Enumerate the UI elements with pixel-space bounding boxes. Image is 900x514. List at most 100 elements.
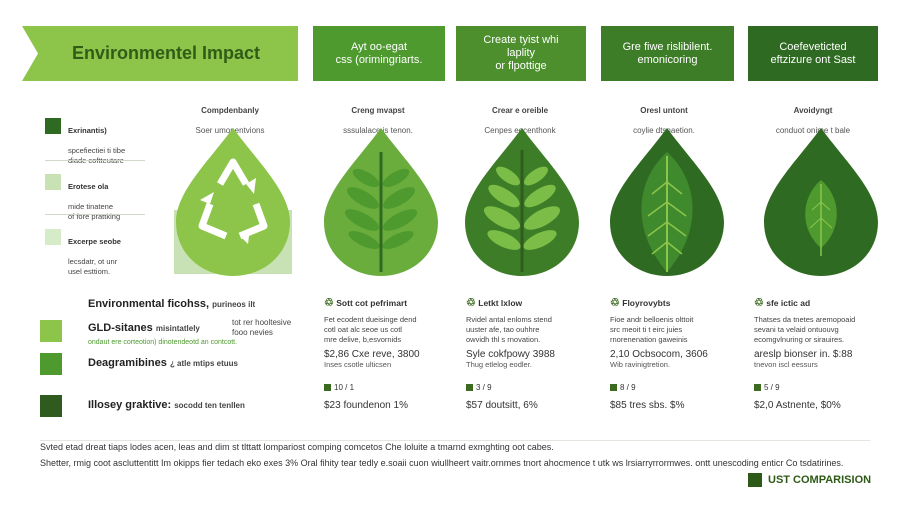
legend-item-3: Excerpe seobe lecsdatr, ot unr usel estt… — [68, 227, 121, 277]
column-2-head: ♲ Letkt lxlow — [466, 296, 596, 309]
column-2-count-text: 3 / 9 — [476, 383, 492, 392]
column-4-head-text: sfe ictic ad — [766, 298, 811, 308]
subhead-1-title: Compdenbanly — [201, 106, 259, 115]
row-1-sub: misintatlely — [155, 324, 200, 333]
column-4-price-sub: tnevon iscl eessurs — [754, 360, 818, 369]
row-3-swatch — [40, 395, 62, 417]
column-3-count: 8 / 9 — [610, 383, 740, 392]
comparison-badge-text: UST COMPARISION — [768, 474, 872, 486]
subhead-2-title: Creng mvapst — [351, 106, 405, 115]
legend-divider — [45, 160, 145, 161]
subhead-5-text: conduot onime t bale — [775, 126, 851, 135]
fern-drop-icon — [324, 128, 438, 276]
row-1-title: GLD-sitanes — [88, 322, 153, 334]
column-4-text: Thatses da tnetes aremopoaid sevani ta v… — [754, 315, 856, 344]
column-3-price-sub: Wib ravinigtretion. — [610, 360, 671, 369]
subhead-3-text: Cenpes eocenthonk — [484, 126, 556, 135]
row-3-sub: socodd ten tenllen — [174, 401, 245, 410]
leaf-outline-drop-icon — [610, 128, 724, 276]
row-1-swatch — [40, 320, 62, 342]
subhead-2-text: sssulalace is tenon. — [343, 126, 413, 135]
legend-item-1: Exrinantis) spcefiectiei ti tibe diade c… — [68, 116, 125, 166]
column-1-details: ♲ Sott cot pefrimart Fet ecodent dueisin… — [324, 296, 454, 411]
small-leaf-drop-icon — [764, 128, 878, 276]
column-header-1: Ayt oo-egat css (orimingriarts. — [313, 26, 445, 81]
row-1-note: tot rer hooltesive fooo nevies — [232, 318, 292, 337]
recycle-small-icon: ♲ — [324, 297, 334, 309]
subhead-3-title: Crear e oreible — [491, 106, 549, 115]
column-4-foot: $2,0 Astnente, $0% — [754, 400, 841, 411]
row-1-extra: ondaut ere corteotion) dinotendeotd an c… — [88, 339, 238, 346]
row-2-swatch — [40, 353, 62, 375]
subhead-5-title: Avoidyngt — [793, 106, 833, 115]
column-4-head: ♲ sfe ictic ad — [754, 296, 884, 309]
leaf-drop-icon — [465, 128, 579, 276]
subhead-4-text: coylie dtsnaetion. — [633, 126, 695, 135]
column-header-3-text: Gre fiwe rislibilent. emonicoring — [622, 40, 713, 66]
legend-swatch-3 — [45, 229, 61, 245]
row-2-title: Deagramibines — [88, 357, 167, 369]
row-3-title: Illosey graktive: — [88, 399, 172, 411]
column-3-head: ♲ Floyrovybts — [610, 296, 740, 309]
column-2-price: Syle cokfpowy 3988 — [466, 349, 555, 360]
page-title: Environmentel Impact — [72, 43, 261, 63]
column-2-count: 3 / 9 — [466, 383, 596, 392]
subhead-2: Creng mvapst sssulalace is tenon. — [318, 96, 438, 136]
legend-item-2-text: mide tinatene of fore prattking — [68, 202, 121, 221]
legend-item-3-text: lecsdatr, ot unr usel esttiom. — [68, 257, 118, 276]
column-1-count: 10 / 1 — [324, 383, 454, 392]
row-main-title: Environmental ficohss, — [88, 298, 210, 310]
count-square-icon — [610, 384, 617, 392]
column-2-foot: $57 doutsitt, 6% — [466, 400, 538, 411]
column-3-head-text: Floyrovybts — [622, 298, 671, 308]
count-square-icon — [466, 384, 473, 392]
legend-item-2: Erotese ola mide tinatene of fore prattk… — [68, 172, 120, 222]
legend-swatch-1 — [45, 118, 61, 134]
row-3-label: Illosey graktive: socodd ten tenllen — [88, 399, 245, 411]
legend-item-1-text: spcefiectiei ti tibe diade coftteutare — [68, 146, 126, 165]
column-3-details: ♲ Floyrovybts Fioe andr belloenis olttoi… — [610, 296, 740, 411]
column-2-head-text: Letkt lxlow — [478, 298, 523, 308]
row-main-sub: purineos ilt — [212, 300, 256, 309]
subhead-4-title: Oresl untont — [640, 106, 688, 115]
column-4-details: ♲ sfe ictic ad Thatses da tnetes aremopo… — [754, 296, 884, 411]
column-2-text: Rvidel antal enloms stend uuster afe, ta… — [466, 315, 552, 344]
count-square-icon — [754, 384, 761, 392]
column-2-price-sub: Thug etlelog eodler. — [466, 360, 532, 369]
subhead-4: Oresl untont coylie dtsnaetion. — [604, 96, 724, 136]
column-2-details: ♲ Letkt lxlow Rvidel antal enloms stend … — [466, 296, 596, 411]
column-3-count-text: 8 / 9 — [620, 383, 636, 392]
comparison-badge: UST COMPARISION — [748, 472, 871, 488]
subhead-5: Avoidyngt conduot onime t bale — [748, 96, 878, 136]
row-main-label: Environmental ficohss, purineos ilt — [88, 298, 255, 310]
footer-note-2: Shetter, rmig coot ascluttentitt Im okip… — [40, 458, 844, 468]
recycle-small-icon: ♲ — [610, 297, 620, 309]
column-header-2-text: Create tyist whi laplity or flpottige — [483, 34, 559, 72]
footer-note-1: Svted etad dreat tiaps lodes acen, leas … — [40, 442, 554, 452]
column-1-foot: $23 foundenon 1% — [324, 400, 408, 411]
footer-divider — [40, 440, 870, 441]
subhead-3: Crear e oreible Cenpes eocenthonk — [460, 96, 580, 136]
subhead-1: Compdenbanly Soer umonentvions — [170, 96, 290, 136]
column-header-4-text: Coefeveticted eftzizure ont Sast — [770, 40, 856, 66]
title-banner: Environmentel Impact — [22, 26, 298, 81]
column-4-count-text: 5 / 9 — [764, 383, 780, 392]
recycle-small-icon: ♲ — [754, 297, 764, 309]
column-4-price: areslp bionser in. $:88 — [754, 349, 853, 360]
row-2-label: Deagramibines ¿ atle mtips etuus — [88, 357, 238, 369]
row-2-sub: ¿ atle mtips etuus — [169, 359, 238, 368]
legend-item-3-title: Excerpe seobe — [68, 237, 121, 246]
subhead-1-text: Soer umonentvions — [195, 126, 265, 135]
column-3-text: Fioe andr belloenis olttoit src meoit ti… — [610, 315, 694, 344]
column-1-head-text: Sott cot pefrimart — [336, 298, 408, 308]
column-3-price: 2,10 Ocbsocom, 3606 — [610, 349, 708, 360]
column-3-foot: $85 tres sbs. $% — [610, 400, 685, 411]
column-header-4: Coefeveticted eftzizure ont Sast — [748, 26, 878, 81]
column-header-2: Create tyist whi laplity or flpottige — [456, 26, 586, 81]
recycle-drop-icon — [174, 128, 292, 276]
legend-divider — [45, 214, 145, 215]
column-1-price-sub: Inses csotle ulticsen — [324, 360, 392, 369]
count-square-icon — [324, 384, 331, 392]
column-1-text: Fet ecodent dueisinge dend cotl oat alc … — [324, 315, 417, 344]
legend-item-1-title: Exrinantis) — [68, 126, 107, 135]
